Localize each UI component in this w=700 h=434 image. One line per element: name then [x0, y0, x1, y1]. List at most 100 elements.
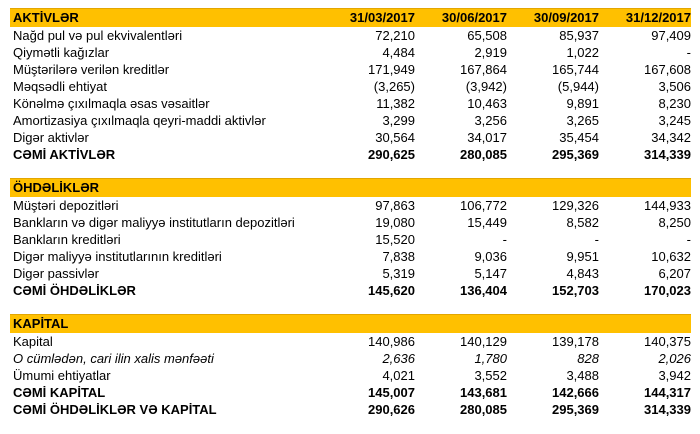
row-value: 3,256: [474, 113, 507, 128]
row-value: -: [502, 232, 507, 247]
row-value: 3,552: [474, 368, 507, 383]
column-header-date: 31/12/2017: [625, 10, 691, 25]
table-row: Digər maliyyə institutlarının kreditləri…: [10, 248, 691, 265]
row-value: 34,342: [651, 130, 691, 145]
table-row: O cümlədən, cari ilin xalis mənfəəti 2,6…: [10, 350, 691, 367]
row-value: 4,021: [382, 368, 415, 383]
row-label: Digər maliyyə institutlarının kreditləri: [13, 249, 222, 264]
row-value: 34,017: [467, 130, 507, 145]
row-label: Digər aktivlər: [13, 130, 89, 145]
row-value: 3,942: [658, 368, 691, 383]
row-value: 143,681: [460, 385, 507, 400]
row-value: 314,339: [644, 147, 691, 162]
row-value: 290,626: [368, 402, 415, 417]
row-value: 1,022: [566, 45, 599, 60]
section-header-row: KAPİTAL: [10, 314, 691, 333]
table-row: Amortizasiya çıxılmaqla qeyri-maddi akti…: [10, 112, 691, 129]
row-value: 30,564: [375, 130, 415, 145]
table-row: Ümumi ehtiyatlar 4,021 3,552 3,488 3,942: [10, 367, 691, 384]
row-value: 280,085: [460, 402, 507, 417]
row-value: 2,636: [382, 351, 415, 366]
row-label: Qiymətli kağızlar: [13, 45, 110, 60]
row-value: 6,207: [658, 266, 691, 281]
table-row: Bankların kreditləri 15,520 - - -: [10, 231, 691, 248]
table-row: Digər passivlər 5,319 5,147 4,843 6,207: [10, 265, 691, 282]
section-title: KAPİTAL: [13, 316, 69, 331]
balance-sheet: AKTİVLƏR 31/03/2017 30/06/2017 30/09/2017 3…: [10, 8, 691, 418]
row-value: 7,838: [382, 249, 415, 264]
row-value: 290,625: [368, 147, 415, 162]
row-value: 139,178: [552, 334, 599, 349]
row-value: 15,520: [375, 232, 415, 247]
row-value: (3,265): [373, 79, 415, 94]
row-value: 165,744: [552, 62, 599, 77]
row-value: -: [686, 45, 691, 60]
row-value: 314,339: [644, 402, 691, 417]
row-value: 280,085: [460, 147, 507, 162]
row-label: CƏMİ KAPİTAL: [13, 385, 106, 400]
row-value: 19,080: [375, 215, 415, 230]
row-value: 3,245: [658, 113, 691, 128]
row-value: 4,484: [382, 45, 415, 60]
row-value: 9,891: [566, 96, 599, 111]
row-label: Müştərilərə verilən kreditlər: [13, 62, 170, 77]
table-row: Müştəri depozitləri 97,863 106,772 129,326…: [10, 197, 691, 214]
row-value: 136,404: [460, 283, 507, 298]
row-value: 8,230: [658, 96, 691, 111]
row-value: 295,369: [552, 402, 599, 417]
row-label: Amortizasiya çıxılmaqla qeyri-maddi akti…: [13, 113, 266, 128]
row-value: (5,944): [557, 79, 599, 94]
row-value: 828: [577, 351, 599, 366]
row-value: 170,023: [644, 283, 691, 298]
row-value: 295,369: [552, 147, 599, 162]
column-header-date: 31/03/2017: [349, 10, 415, 25]
row-label: Məqsədli ehtiyat: [13, 79, 107, 94]
row-value: 140,129: [460, 334, 507, 349]
table-section: KAPİTAL Kapital 140,986 140,129 139,178 140…: [10, 314, 691, 418]
row-value: 85,937: [559, 28, 599, 43]
row-value: 145,620: [368, 283, 415, 298]
row-value: 144,933: [644, 198, 691, 213]
row-value: 142,666: [552, 385, 599, 400]
row-value: 3,488: [566, 368, 599, 383]
row-value: 15,449: [467, 215, 507, 230]
row-value: 4,843: [566, 266, 599, 281]
row-label: CƏMİ AKTİVLƏR: [13, 147, 116, 162]
section-rows: Kapital 140,986 140,129 139,178 140,375 O c…: [10, 333, 691, 418]
row-value: 97,409: [651, 28, 691, 43]
section-title: AKTİVLƏR: [13, 10, 79, 25]
row-value: 1,780: [474, 351, 507, 366]
table-row: CƏMİ KAPİTAL 145,007 143,681 142,666 144,31…: [10, 384, 691, 401]
row-label: CƏMİ ÖHDƏLİKLƏR VƏ KAPİTAL: [13, 402, 217, 417]
table-row: Könəlmə çıxılmaqla əsas vəsaitlər 11,382…: [10, 95, 691, 112]
row-value: 5,319: [382, 266, 415, 281]
row-value: -: [594, 232, 599, 247]
row-value: 5,147: [474, 266, 507, 281]
table-section: ÖHDƏLİKLƏR Müştəri depozitləri 97,863 106…: [10, 178, 691, 299]
row-value: 9,951: [566, 249, 599, 264]
row-label: Kapital: [13, 334, 53, 349]
row-value: 35,454: [559, 130, 599, 145]
table-row: Məqsədli ehtiyat (3,265) (3,942) (5,944) 3,…: [10, 78, 691, 95]
column-header-date: 30/09/2017: [533, 10, 599, 25]
row-value: 144,317: [644, 385, 691, 400]
row-label: Nağd pul və pul ekvivalentləri: [13, 28, 183, 43]
table-row: Digər aktivlər 30,564 34,017 35,454 34,342: [10, 129, 691, 146]
section-title: ÖHDƏLİKLƏR: [13, 180, 100, 195]
table-row: Qiymətli kağızlar 4,484 2,919 1,022 -: [10, 44, 691, 61]
row-value: (3,942): [465, 79, 507, 94]
row-value: 152,703: [552, 283, 599, 298]
row-value: 3,265: [566, 113, 599, 128]
row-value: 129,326: [552, 198, 599, 213]
row-value: 65,508: [467, 28, 507, 43]
row-value: 145,007: [368, 385, 415, 400]
row-value: 167,864: [460, 62, 507, 77]
section-rows: Müştəri depozitləri 97,863 106,772 129,326…: [10, 197, 691, 299]
section-header-row: ÖHDƏLİKLƏR: [10, 178, 691, 197]
row-label: Bankların və digər maliyyə institutların…: [13, 215, 295, 230]
table-row: CƏMİ AKTİVLƏR 290,625 280,085 295,369 314,3…: [10, 146, 691, 163]
column-header-date: 30/06/2017: [441, 10, 507, 25]
row-value: 9,036: [474, 249, 507, 264]
row-value: 167,608: [644, 62, 691, 77]
section-header-row: AKTİVLƏR 31/03/2017 30/06/2017 30/09/2017 3…: [10, 8, 691, 27]
